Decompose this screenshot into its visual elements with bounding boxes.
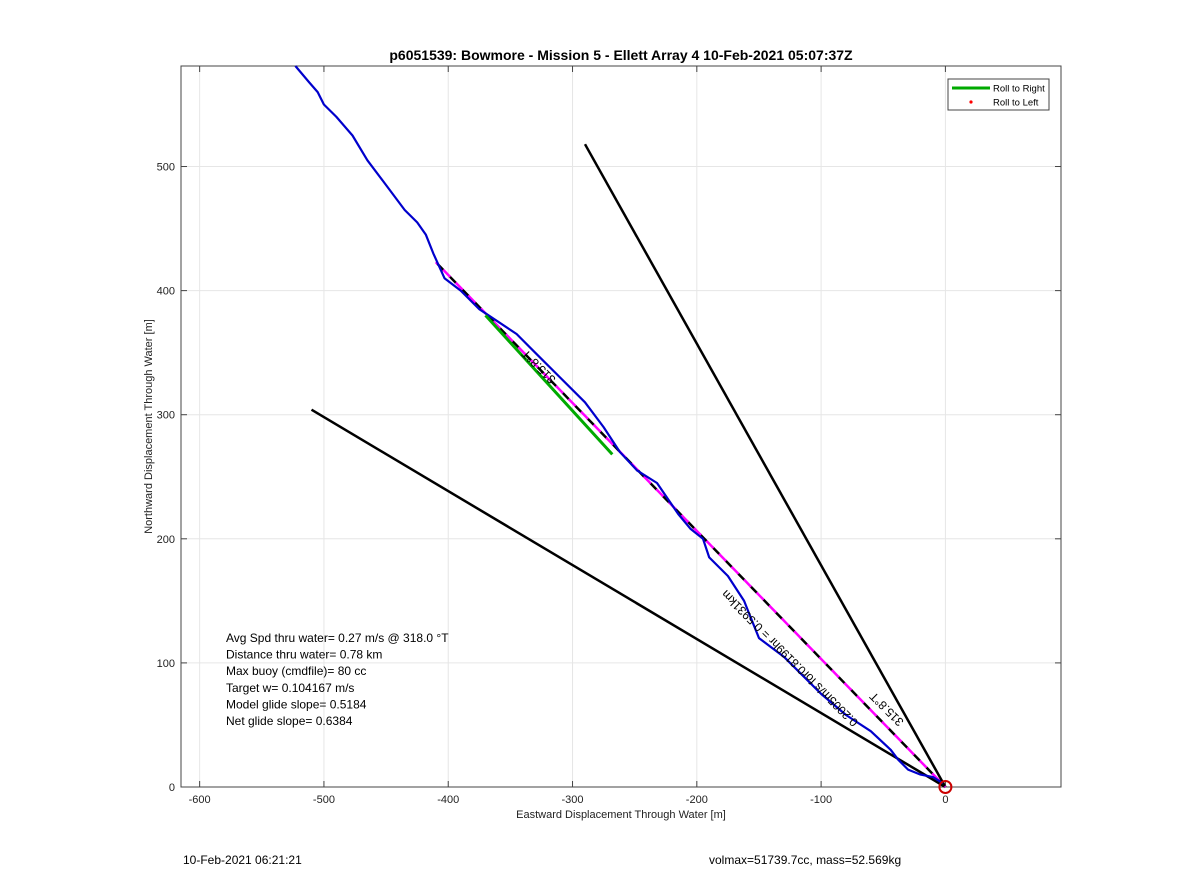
x-tick-label: -600 — [189, 794, 211, 806]
stats-line: Target w= 0.104167 m/s — [226, 681, 354, 695]
origin-marker — [938, 780, 953, 794]
x-tick-label: 0 — [942, 794, 948, 806]
y-tick-label: 400 — [157, 286, 175, 298]
stats-line: Model glide slope= 0.5184 — [226, 697, 367, 711]
x-tick-label: -400 — [437, 794, 459, 806]
x-tick-label: -500 — [313, 794, 335, 806]
footer-timestamp: 10-Feb-2021 06:21:21 — [183, 853, 302, 867]
bounding-line — [310, 408, 947, 789]
x-tick-label: -300 — [562, 794, 584, 806]
y-tick-label: 200 — [157, 534, 175, 546]
stats-line: Distance thru water= 0.78 km — [226, 648, 382, 662]
legend-label: Roll to Left — [993, 98, 1039, 109]
y-axis: 0 100 200 300 400 500 — [157, 162, 1061, 794]
y-tick-label: 500 — [157, 162, 175, 174]
x-tick-label: -200 — [686, 794, 708, 806]
y-tick-label: 100 — [157, 658, 175, 670]
y-tick-label: 0 — [169, 782, 175, 794]
chart-title: p6051539: Bowmore - Mission 5 - Ellett A… — [389, 47, 853, 63]
stats-line: Avg Spd thru water= 0.27 m/s @ 318.0 °T — [226, 631, 449, 645]
annotation-label: 0.2005m/s for0.8199hr = 0.5931km — [719, 587, 861, 729]
legend: Roll to Right Roll to Left — [947, 78, 1050, 111]
plot-area — [180, 65, 1062, 788]
roll-right-series — [484, 314, 614, 456]
legend-box — [947, 78, 1050, 111]
track-series — [294, 65, 944, 785]
stats-line: Net glide slope= 0.6384 — [226, 714, 353, 728]
bounding-line — [583, 143, 947, 788]
y-tick-label: 300 — [157, 410, 175, 422]
y-axis-label: Northward Displacement Through Water [m] — [143, 319, 155, 534]
legend-swatch-dot — [969, 100, 973, 104]
series-group — [294, 65, 953, 794]
stats-line: Max buoy (cmdfile)= 80 cc — [226, 664, 366, 678]
heading-dashed-line — [434, 261, 947, 788]
grid — [181, 66, 1061, 788]
x-axis: -600 -500 -400 -300 -200 -100 0 — [189, 66, 948, 806]
x-axis-label: Eastward Displacement Through Water [m] — [516, 809, 726, 821]
legend-label: Roll to Right — [993, 84, 1045, 95]
x-tick-label: -100 — [810, 794, 832, 806]
annotation-label: 315.8°T — [518, 346, 558, 386]
stats-block: Avg Spd thru water= 0.27 m/s @ 318.0 °T D… — [226, 631, 449, 728]
footer-mass-info: volmax=51739.7cc, mass=52.569kg — [709, 853, 902, 867]
